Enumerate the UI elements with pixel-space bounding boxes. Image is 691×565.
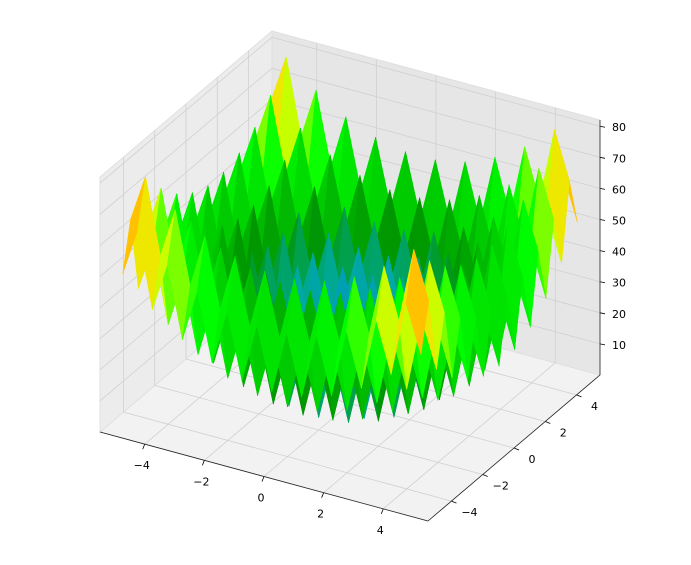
grid-line [123,411,452,502]
y-tick-label: −4 [461,506,477,519]
y-tick-label: 0 [529,453,536,466]
z-tick-label: 80 [612,121,626,134]
tick-mark [380,508,384,515]
z-tick-label: 70 [612,152,626,165]
grid-line [271,67,601,158]
tick-mark [599,312,606,315]
axis-line [99,431,429,522]
z-tick-label: 20 [612,308,626,321]
tick-mark [142,443,146,450]
x-tick-label: −4 [134,459,150,472]
grid-line [99,36,273,184]
y-tick-label: −2 [493,480,509,493]
x-tick-label: −2 [193,475,209,488]
tick-mark [451,500,457,504]
grid-line [271,36,601,127]
grid-line [154,385,483,475]
tick-mark [482,474,488,477]
tick-mark [599,125,606,128]
y-tick-label: 4 [591,400,598,413]
tick-mark [513,447,520,451]
tick-mark [599,156,606,159]
tick-mark [599,343,606,346]
z-tick-label: 60 [612,183,626,196]
x-tick-label: 4 [377,524,384,537]
x-tick-label: 2 [317,508,324,521]
z-tick-label: 10 [612,339,626,352]
z-tick-label: 50 [612,215,626,228]
tick-mark [576,394,582,398]
tick-mark [545,421,551,424]
tick-mark [201,460,205,466]
surface-patch [405,249,429,356]
z-tick-label: 40 [612,246,626,259]
grid-line [99,99,273,246]
tick-mark [321,492,325,498]
tick-mark [599,219,606,221]
x-tick-label: 0 [258,492,265,505]
grid-line [99,68,273,215]
y-tick-label: 2 [560,426,567,439]
axis-line [427,374,601,522]
tick-mark [599,250,606,253]
tick-mark [261,476,265,482]
z-tick-label: 30 [612,277,626,290]
tick-mark [599,281,606,284]
tick-mark [599,188,606,190]
